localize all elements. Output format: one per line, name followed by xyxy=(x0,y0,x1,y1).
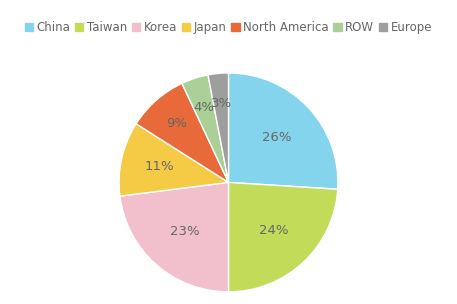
Wedge shape xyxy=(120,182,228,292)
Wedge shape xyxy=(119,124,228,196)
Wedge shape xyxy=(208,73,228,182)
Wedge shape xyxy=(136,83,228,182)
Legend: China, Taiwan, Korea, Japan, North America, ROW, Europe: China, Taiwan, Korea, Japan, North Ameri… xyxy=(25,21,432,34)
Wedge shape xyxy=(228,182,338,292)
Wedge shape xyxy=(182,75,228,182)
Wedge shape xyxy=(228,73,338,189)
Text: 26%: 26% xyxy=(261,131,291,144)
Text: 11%: 11% xyxy=(144,161,174,173)
Text: 3%: 3% xyxy=(211,98,232,110)
Text: 4%: 4% xyxy=(194,101,215,114)
Text: 9%: 9% xyxy=(166,117,187,130)
Text: 23%: 23% xyxy=(170,225,200,238)
Text: 24%: 24% xyxy=(259,224,288,237)
